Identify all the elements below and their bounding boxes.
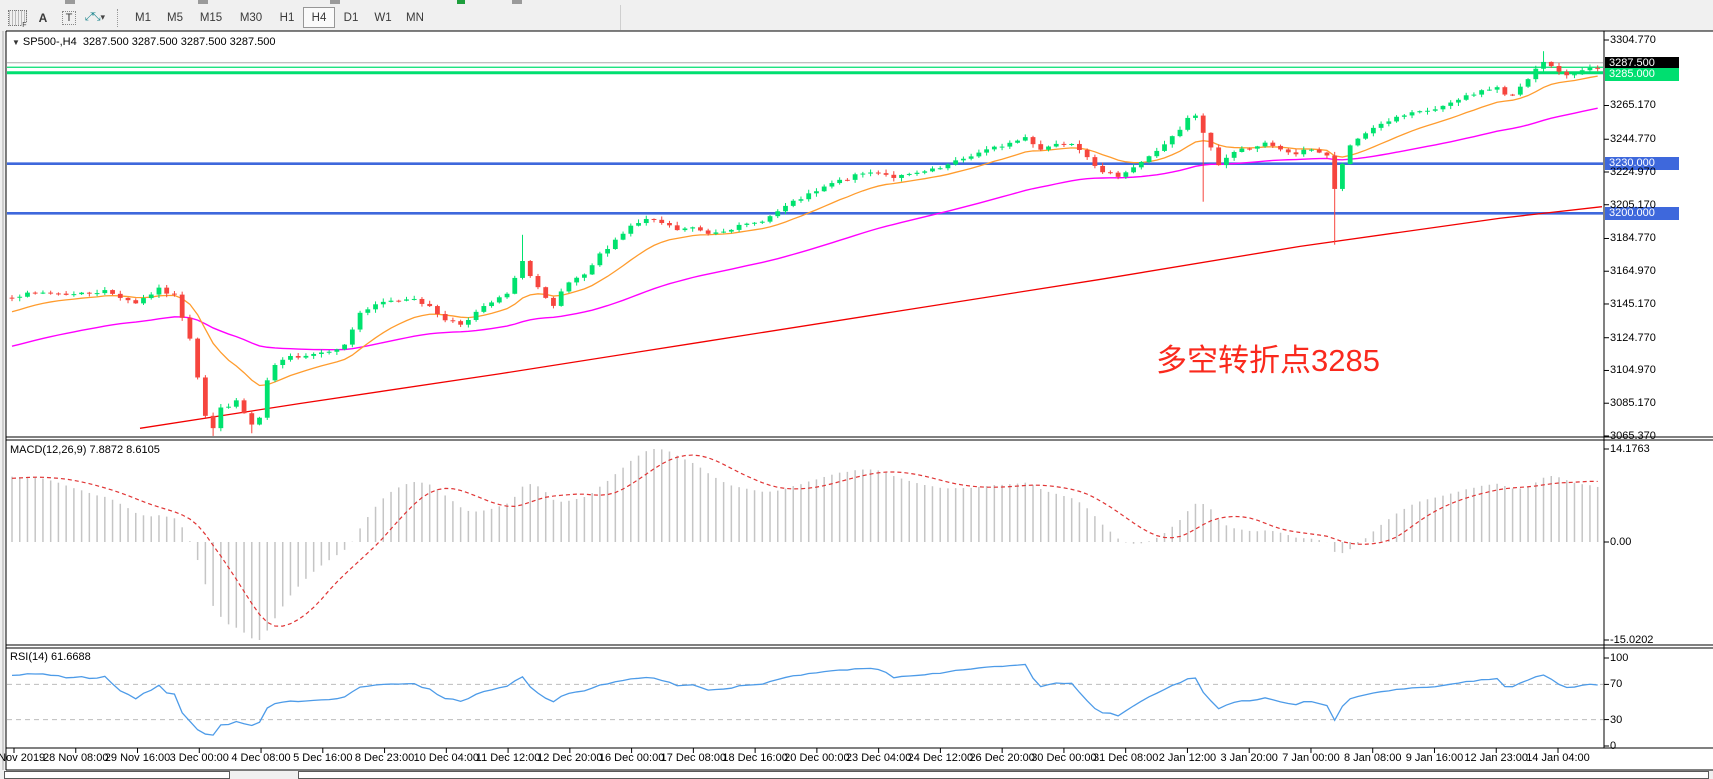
timeframe-button-m30[interactable]: M30: [239, 11, 263, 24]
level-label-3230: 3230.000: [1605, 157, 1679, 170]
diagonal-arrows-icon: ⤢⤡: [84, 11, 101, 23]
templates-grid-button[interactable]: F: [6, 7, 28, 29]
timeframe-button-w1[interactable]: W1: [374, 11, 392, 24]
candles-layer: [9, 51, 1601, 436]
timeframe-button-m1[interactable]: M1: [135, 11, 151, 24]
timeframe-button-m5[interactable]: M5: [167, 11, 183, 24]
level-label-3200: 3200.000: [1605, 207, 1679, 220]
rsi-axis-label: 0: [1610, 740, 1617, 752]
text-label-button[interactable]: T: [58, 7, 80, 28]
timeframe-button-d1[interactable]: D1: [343, 11, 359, 24]
current-price-label: 3287.500: [1605, 57, 1679, 70]
x-axis-label: 14 Jan 04:00: [1526, 752, 1590, 764]
macd-axis-label: 0.00: [1610, 536, 1632, 548]
chart-symbol: SP500-,H4: [22, 36, 77, 48]
letter-a-icon: A: [38, 10, 48, 25]
macd-panel: [11, 449, 1599, 640]
x-axis-label: 8 Dec 23:00: [354, 752, 415, 764]
y-axis-label: 3184.770: [1610, 232, 1656, 245]
x-axis-label: 11 Dec 12:00: [475, 752, 541, 764]
annotation-text: 多空转折点3285: [1156, 343, 1380, 378]
x-axis-label: 7 Jan 00:00: [1282, 752, 1340, 764]
chart-title: ▼ SP500-,H4 3287.500 3287.500 3287.500 32…: [12, 36, 276, 48]
rsi-indicator-label: RSI(14) 61.6688: [10, 651, 91, 663]
x-axis-label: 2 Jan 12:00: [1158, 752, 1217, 764]
x-axis-label: 17 Dec 08:00: [660, 752, 727, 764]
level-label-3285: 3285.000: [1605, 68, 1679, 81]
chart-ohlc: 3287.500 3287.500 3287.500 3287.500: [82, 36, 276, 48]
x-axis-label: 27 Nov 2019: [0, 752, 46, 764]
y-axis-label: 3065.370: [1610, 429, 1656, 442]
orange-ma-line: [11, 75, 1598, 387]
x-axis-label: 8 Jan 08:00: [1343, 752, 1402, 764]
x-axis-label: 5 Dec 16:00: [293, 752, 353, 764]
x-axis-label: 12 Jan 23:00: [1464, 752, 1529, 764]
x-axis-label: 16 Dec 00:00: [598, 752, 665, 764]
x-axis-label: 20 Dec 00:00: [784, 752, 850, 764]
x-axis-label: 3 Jan 20:00: [1220, 752, 1278, 764]
timeframe-button-group: M1 M5 M15 M30 H1 H4 D1 W1 MN: [127, 7, 431, 28]
toolbar-drag-handle[interactable]: [117, 8, 120, 27]
macd-signal-line: [11, 454, 1598, 627]
clipped-icon: [330, 0, 340, 4]
drawing-style-button[interactable]: ⤢⤡ ▾: [84, 7, 106, 28]
x-axis-label: 18 Dec 16:00: [722, 752, 788, 764]
rsi-line: [11, 663, 1598, 736]
y-axis-label: 3124.770: [1610, 331, 1656, 344]
x-axis-label: 29 Nov 16:00: [104, 752, 171, 764]
y-axis-label: 3104.970: [1610, 364, 1656, 377]
x-axis-label: 28 Nov 08:00: [43, 752, 109, 764]
y-axis-label: 3224.970: [1610, 165, 1656, 178]
rsi-axis-label: 70: [1610, 678, 1623, 691]
x-axis-label: 9 Jan 16:00: [1405, 752, 1464, 764]
timeframe-button-mn[interactable]: MN: [406, 11, 424, 24]
x-axis-label: 31 Dec 08:00: [1092, 752, 1159, 764]
x-axis-label: 26 Dec 20:00: [969, 752, 1035, 764]
timeframe-button-h4[interactable]: H4: [303, 7, 335, 28]
x-axis-label: 4 Dec 08:00: [231, 752, 291, 764]
main-price-panel: [7, 51, 1603, 436]
letter-t-icon: T: [61, 10, 77, 25]
x-axis-label: 23 Dec 04:00: [845, 752, 912, 764]
y-axis-label: 3265.170: [1610, 99, 1656, 112]
clipped-icon: [65, 0, 75, 4]
x-axis-label: 12 Dec 20:00: [537, 752, 603, 764]
y-axis-label: 3145.170: [1610, 297, 1656, 310]
timeframe-button-m15[interactable]: M15: [199, 11, 223, 24]
x-axis-label: 10 Dec 04:00: [413, 752, 480, 764]
font-tool-button[interactable]: A: [32, 7, 54, 28]
dropdown-caret-icon: ▾: [100, 12, 106, 22]
clipped-icon: [457, 0, 465, 4]
x-axis-label: 30 Dec 00:00: [1031, 752, 1097, 764]
y-axis-label: 3205.170: [1610, 198, 1656, 211]
grid-f-icon: F: [7, 9, 27, 29]
macd-axis-label: -15.0202: [1610, 633, 1654, 646]
rsi-axis-label: 30: [1610, 713, 1623, 726]
y-axis-label: 3164.970: [1610, 265, 1656, 278]
x-axis-label: 3 Dec 00:00: [169, 752, 229, 764]
macd-axis-label: 14.1763: [1610, 443, 1650, 455]
y-axis-label: 3244.770: [1610, 133, 1656, 146]
rsi-panel: [7, 663, 1603, 736]
rsi-axis-label: 100: [1610, 652, 1629, 664]
y-axis-label: 3304.770: [1610, 34, 1656, 46]
macd-indicator-label: MACD(12,26,9) 7.8872 8.6105: [10, 444, 160, 456]
x-axis-label: 24 Dec 12:00: [907, 752, 974, 764]
clipped-icon: [512, 0, 522, 4]
timeframe-button-h1[interactable]: H1: [279, 11, 295, 24]
y-axis-label: 3085.170: [1610, 397, 1656, 410]
collapse-caret-icon[interactable]: ▼: [12, 38, 20, 47]
clipped-icon: [198, 0, 208, 4]
toolbar: F A T ⤢⤡ ▾ M1 M5 M15 M30 H1 H4 D1 W1 MN: [0, 5, 621, 30]
red-ma-line: [139, 206, 1603, 429]
